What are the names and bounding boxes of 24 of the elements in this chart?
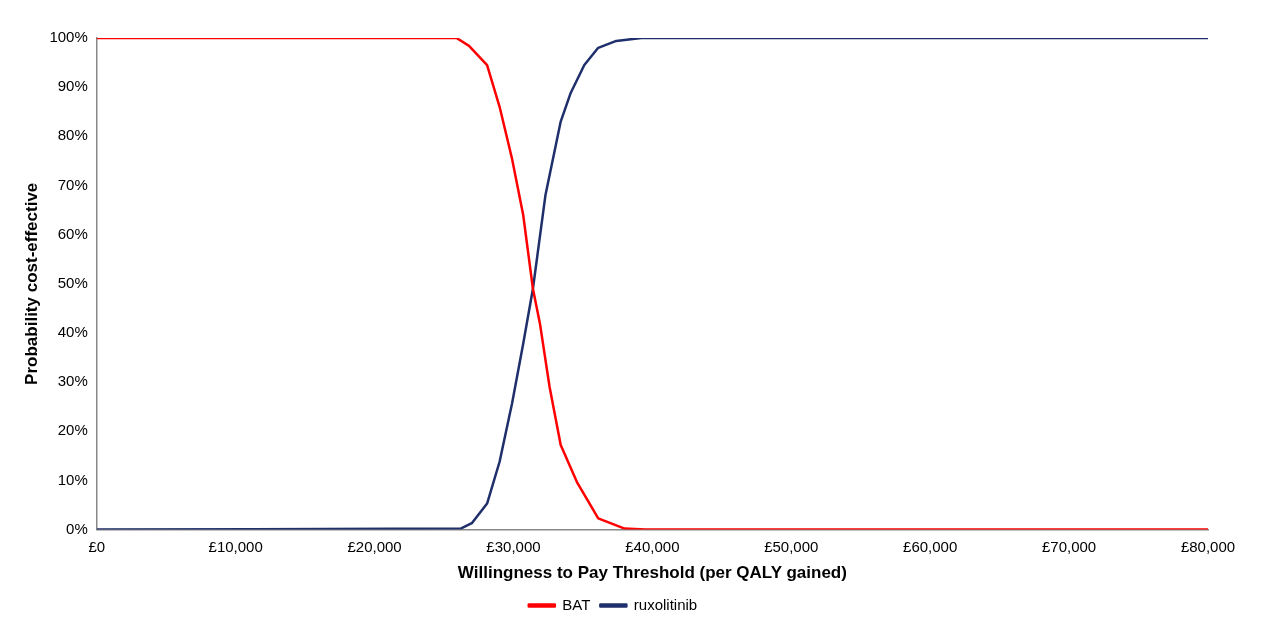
y-tick-label: 40% — [57, 323, 88, 341]
y-tick-label: 0% — [66, 519, 88, 537]
x-axis-title: Willingness to Pay Threshold (per QALY gained) — [457, 563, 847, 583]
y-tick-label: 70% — [57, 175, 88, 193]
y-axis-title: Probability cost-effective — [21, 182, 41, 385]
x-tick-label: £80,000 — [1180, 537, 1236, 555]
x-tick-label: £20,000 — [347, 537, 402, 555]
y-tick-label: 80% — [57, 126, 88, 144]
x-tick-label: £50,000 — [764, 537, 819, 555]
x-tick-label: £60,000 — [903, 537, 958, 555]
y-tick-label: 90% — [57, 77, 88, 95]
x-tick-label: £40,000 — [625, 537, 680, 555]
x-tick-label: £30,000 — [486, 537, 541, 555]
x-tick-label: £10,000 — [208, 537, 263, 555]
y-tick-label: 100% — [49, 28, 88, 46]
legend-label: ruxolitinib — [633, 595, 698, 613]
y-tick-label: 50% — [57, 273, 88, 291]
y-tick-label: 60% — [57, 224, 88, 242]
y-tick-label: 30% — [57, 372, 88, 390]
x-tick-label: £70,000 — [1041, 537, 1097, 555]
y-tick-label: 10% — [57, 470, 88, 488]
x-tick-label: £0 — [88, 537, 106, 555]
legend-label: BAT — [562, 595, 591, 613]
y-tick-label: 20% — [57, 421, 88, 439]
